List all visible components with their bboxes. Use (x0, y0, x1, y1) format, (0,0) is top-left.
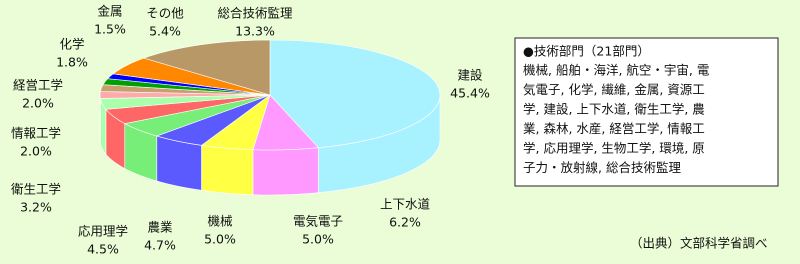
value-label: 2.0% (22, 96, 54, 111)
legend-line: 学, 応用理学, 生物工学, 環境, 原 (523, 141, 705, 156)
legend-title: ●技術部門（21部門） (523, 44, 650, 59)
slice-label: 応用理学 (78, 224, 128, 239)
legend-box (514, 37, 779, 187)
value-label: 4.5% (87, 242, 119, 257)
value-label: 5.4% (149, 24, 181, 39)
value-label: 45.4% (450, 86, 490, 101)
legend-line: 子力・放射線, 総合技術監理 (523, 160, 681, 175)
slice-label: 農業 (147, 220, 173, 235)
value-label: 1.8% (56, 55, 88, 70)
value-label: 5.0% (302, 232, 334, 247)
value-label: 5.0% (204, 232, 236, 247)
slice-label: 電気電子 (293, 214, 343, 229)
slice-label: 衛生工学 (11, 182, 61, 197)
value-label: 1.5% (94, 22, 126, 37)
value-label: 2.0% (20, 144, 52, 159)
legend-line: 業, 森林, 水産, 経営工学, 情報工 (523, 121, 705, 136)
slice-side (201, 144, 254, 196)
legend-line: 学, 建設, 上下水道, 衛生工学, 農 (523, 102, 705, 117)
slice (269, 39, 441, 149)
source-note: （出典）文部科学省調べ (630, 236, 768, 251)
value-label: 4.7% (144, 238, 176, 253)
slice-label: 総合技術監理 (217, 6, 293, 21)
slice-label: 経営工学 (13, 78, 63, 93)
value-label: 13.3% (235, 24, 275, 39)
slice-side (252, 147, 319, 196)
legend-line: 機械, 船舶・海洋, 航空・宇宙, 電 (523, 63, 710, 78)
slice-label: 化学 (59, 37, 84, 52)
slice-label: 機械 (207, 214, 233, 229)
slice-label: 情報工学 (11, 126, 61, 141)
slice-label: 上下水道 (380, 197, 431, 212)
slice-label: 金属 (97, 4, 122, 19)
slice-label: その他 (146, 6, 184, 21)
value-label: 6.2% (389, 215, 421, 230)
slice (142, 39, 271, 96)
slice-label: 建設 (457, 68, 483, 83)
legend-line: 気電子, 化学, 繊維, 金属, 資源工 (523, 82, 705, 97)
value-label: 3.2% (20, 200, 52, 215)
